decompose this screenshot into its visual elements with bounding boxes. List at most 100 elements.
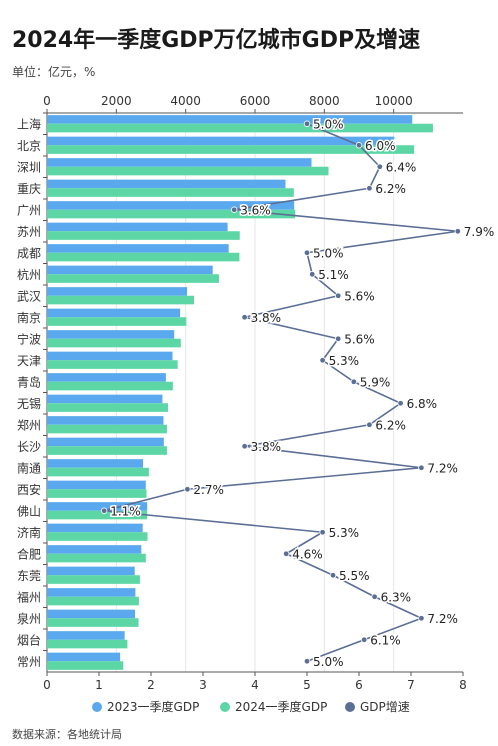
growth-point <box>303 120 311 127</box>
bar-2024 <box>47 338 181 348</box>
category-label: 武汉 <box>17 289 41 303</box>
growth-data-label: 6.3% <box>381 590 412 604</box>
bar-2023 <box>47 330 175 339</box>
growth-point <box>361 636 368 643</box>
bar-2023 <box>47 631 125 640</box>
bottom-tick-label: 1 <box>95 678 103 692</box>
growth-data-label: 6.0% <box>365 139 396 153</box>
category-label: 常州 <box>17 655 41 669</box>
bar-2023 <box>47 287 188 296</box>
bar-2024 <box>47 231 240 240</box>
bar-2023 <box>47 265 213 275</box>
bar-2023 <box>47 373 166 382</box>
legend-item-2023[interactable]: 2023一季度GDP <box>92 698 199 715</box>
growth-point <box>303 249 311 256</box>
category-label: 成都 <box>17 246 41 260</box>
category-label: 宁波 <box>17 331 41 346</box>
growth-point <box>241 443 248 450</box>
top-tick-label: 4000 <box>170 94 201 108</box>
growth-data-label: 7.2% <box>427 461 458 475</box>
growth-data-label: 5.3% <box>329 526 360 540</box>
bar-2023 <box>47 545 142 554</box>
growth-data-label: 2.7% <box>193 483 224 497</box>
growth-data-label: 3.8% <box>251 311 282 325</box>
bar-2024 <box>47 489 147 498</box>
growth-point <box>371 593 378 600</box>
bar-2024 <box>47 381 173 391</box>
growth-point <box>309 271 316 278</box>
growth-data-label: 5.3% <box>329 354 360 368</box>
category-label: 青岛 <box>17 374 41 389</box>
growth-point <box>319 529 326 536</box>
growth-point <box>366 421 373 428</box>
growth-point <box>418 464 425 471</box>
bar-2023 <box>47 244 229 253</box>
growth-data-label: 6.2% <box>375 182 406 196</box>
category-label: 深圳 <box>17 160 41 174</box>
category-label: 济南 <box>17 525 41 540</box>
bar-2024 <box>47 166 329 176</box>
top-tick-label: 0 <box>43 94 51 108</box>
bar-2024 <box>47 575 140 584</box>
bar-2023 <box>47 201 295 210</box>
growth-data-label: 5.0% <box>313 117 344 131</box>
bar-2023 <box>47 308 181 318</box>
top-tick-label: 2000 <box>101 94 132 108</box>
growth-point <box>230 206 238 213</box>
bar-2024 <box>47 209 296 219</box>
bar-2024 <box>47 618 139 627</box>
bar-2023 <box>47 609 136 619</box>
bar-2023 <box>47 416 164 425</box>
bar-2023 <box>47 394 163 404</box>
bar-2024 <box>47 639 128 649</box>
growth-data-label: 5.6% <box>344 289 375 303</box>
bar-2023 <box>47 179 286 189</box>
bar-2024 <box>47 446 167 455</box>
bar-2023 <box>47 222 228 232</box>
bar-2024 <box>47 360 178 369</box>
legend-item-growth[interactable]: GDP增速 <box>345 698 410 715</box>
top-tick-label: 6000 <box>240 94 271 108</box>
bar-2024 <box>47 252 240 262</box>
growth-data-label: 1.1% <box>110 504 141 518</box>
bar-2024 <box>47 295 194 305</box>
bar-2023 <box>47 480 146 490</box>
growth-point <box>454 228 461 235</box>
bottom-tick-label: 7 <box>407 678 415 692</box>
growth-data-label: 5.5% <box>339 569 370 583</box>
growth-data-label: 3.8% <box>251 440 282 454</box>
bar-2023 <box>47 523 143 533</box>
bottom-tick-label: 4 <box>251 678 259 692</box>
bottom-tick-label: 0 <box>43 678 51 692</box>
growth-point <box>355 142 363 149</box>
category-label: 西安 <box>17 482 41 497</box>
unit-label: 单位：亿元，% <box>12 65 96 79</box>
bar-2024 <box>47 596 139 606</box>
category-label: 广州 <box>17 203 41 217</box>
category-label: 重庆 <box>17 182 41 196</box>
category-label: 烟台 <box>17 632 41 647</box>
growth-point <box>100 507 108 514</box>
growth-data-label: 7.2% <box>427 612 458 626</box>
growth-point <box>418 615 425 622</box>
bar-2024 <box>47 510 148 520</box>
growth-point <box>350 378 357 385</box>
chart-title: 2024年一季度GDP万亿城市GDP及增速 <box>12 28 421 53</box>
bar-2024 <box>47 424 167 434</box>
growth-point <box>184 486 191 493</box>
legend-item-2024[interactable]: 2024一季度GDP <box>220 698 327 715</box>
legend-dot-2024 <box>220 701 230 712</box>
bar-2024 <box>47 317 187 326</box>
growth-data-label: 5.0% <box>313 655 344 669</box>
bar-2023 <box>47 566 135 576</box>
bar-2023 <box>47 502 148 511</box>
category-label: 佛山 <box>17 504 41 518</box>
growth-point <box>303 658 311 665</box>
bar-2023 <box>47 437 164 447</box>
bar-2024 <box>47 467 149 477</box>
bar-2023 <box>47 115 413 124</box>
category-label: 泉州 <box>17 612 41 626</box>
category-label: 东莞 <box>17 569 41 583</box>
bottom-tick-label: 8 <box>459 678 467 692</box>
growth-data-label: 6.4% <box>386 160 417 174</box>
